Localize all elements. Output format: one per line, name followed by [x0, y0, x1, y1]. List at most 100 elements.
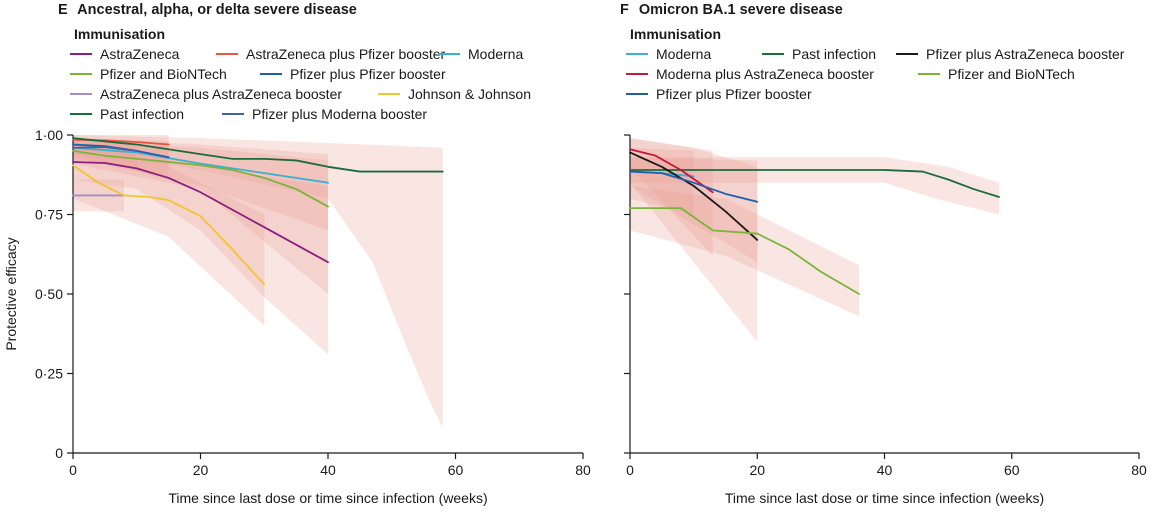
panel-e-line-past-infection — [72, 137, 444, 173]
legend-label: Past infection — [100, 106, 185, 122]
legend-swatch — [626, 53, 648, 55]
panel-e-legend-item-astrazeneca: AstraZeneca — [70, 46, 179, 62]
legend-swatch — [70, 93, 92, 95]
legend-swatch — [260, 73, 282, 75]
panel-e-band-pfizer-and-biontech — [73, 141, 328, 294]
panel-e-band-astrazeneca — [73, 144, 328, 355]
panel-f-band-pfizer-and-biontech — [630, 185, 860, 317]
legend-label: Pfizer and BioNTech — [948, 66, 1075, 82]
panel-f-legend-title: Immunisation — [630, 26, 722, 42]
panel-e-band-past-infection — [73, 135, 443, 428]
legend-swatch — [70, 73, 92, 75]
panel-f: F Omicron BA.1 severe disease Immunisati… — [600, 0, 1160, 512]
legend-swatch — [222, 113, 244, 115]
panel-e-line-astrazeneca — [72, 161, 329, 264]
panel-e-band-pfizer-plus-pfizer-booster — [73, 138, 169, 180]
panel-e-line-johnson-and-johnson — [72, 164, 266, 286]
legend-swatch — [378, 93, 400, 95]
panel-f-x-tick-label: 40 — [877, 462, 893, 478]
panel-f-band-moderna — [630, 147, 694, 215]
legend-label: AstraZeneca plus AstraZeneca booster — [100, 86, 343, 102]
panel-f-legend-item-pfizer-plus-astrazeneca-booster: Pfizer plus AstraZeneca booster — [896, 46, 1124, 62]
panel-f-legend: Moderna Past infection Pfizer plus AstraZe… — [626, 46, 1146, 126]
panel-e-bands — [73, 135, 443, 428]
legend-swatch — [762, 53, 784, 55]
panel-e-line-pfizer-plus-moderna-booster — [72, 146, 138, 152]
panel-f-legend-item-moderna: Moderna — [626, 46, 711, 62]
panel-e-series-lines — [72, 137, 444, 286]
legend-label: Moderna — [468, 46, 524, 62]
panel-f-band-moderna-plus-astrazeneca-booster — [630, 138, 713, 256]
panel-e-legend-item-pfizer-plus-pfizer-booster: Pfizer plus Pfizer booster — [260, 66, 446, 82]
legend-label: AstraZeneca — [100, 46, 180, 62]
panel-e-y-tick-label: 0·50 — [35, 286, 63, 302]
panel-f-x-tick-label: 80 — [1131, 462, 1147, 478]
panel-e-y-tick-label: 0 — [55, 445, 63, 461]
panel-e-band-moderna — [73, 138, 328, 231]
legend-label: Past infection — [792, 46, 877, 62]
panel-e-legend-item-johnson-and-johnson: Johnson & Johnson — [378, 86, 531, 102]
panel-e-y-tick-label: 0·75 — [35, 207, 63, 223]
panel-f-x-tick-label: 60 — [1004, 462, 1020, 478]
panel-f-x-axis-label: Time since last dose or time since infec… — [725, 490, 1044, 506]
panel-f-bands — [630, 138, 1000, 342]
legend-swatch — [896, 53, 918, 55]
panel-e-x-tick-label: 60 — [448, 462, 464, 478]
legend-swatch — [70, 53, 92, 55]
panel-e-y-tick-label: 1·00 — [35, 127, 63, 143]
panel-e-legend-item-pfizer-plus-moderna-booster: Pfizer plus Moderna booster — [222, 106, 427, 122]
legend-swatch — [70, 113, 92, 115]
legend-label: Pfizer and BioNTech — [100, 66, 227, 82]
panel-e-legend-item-moderna: Moderna — [438, 46, 523, 62]
panel-f-heading: F Omicron BA.1 severe disease — [620, 2, 843, 18]
legend-label: Pfizer plus Pfizer booster — [290, 66, 446, 82]
panel-f-legend-item-pfizer-and-biontech: Pfizer and BioNTech — [918, 66, 1075, 82]
panel-f-x-tick-label: 0 — [626, 462, 634, 478]
panel-e-x-tick-label: 20 — [193, 462, 209, 478]
panel-f-chart: 0 20 40 60 80 Time since last dose or time si… — [624, 134, 1147, 506]
panel-f-line-past-infection — [629, 169, 1000, 198]
legend-swatch — [216, 53, 238, 55]
panel-e-line-pfizer-and-biontech — [72, 149, 329, 208]
panel-f-line-pfizer-and-biontech — [629, 207, 860, 295]
legend-label: Johnson & Johnson — [408, 86, 531, 102]
panel-e-legend-item-astrazeneca-plus-astrazeneca-booster: AstraZeneca plus AstraZeneca booster — [70, 86, 342, 102]
legend-swatch — [918, 73, 940, 75]
panel-f-band-pfizer-plus-astrazeneca-booster — [630, 138, 758, 342]
panel-f-legend-item-past-infection: Past infection — [762, 46, 876, 62]
panel-f-band-pfizer-plus-pfizer-booster — [630, 157, 758, 263]
panel-e-x-tick-label: 0 — [69, 462, 77, 478]
panel-e-legend-item-past-infection: Past infection — [70, 106, 184, 122]
legend-label: Pfizer plus Moderna booster — [252, 106, 428, 122]
legend-swatch — [626, 73, 648, 75]
panel-e-x-tick-label: 40 — [320, 462, 336, 478]
panel-e-legend-item-pfizer-and-biontech: Pfizer and BioNTech — [70, 66, 227, 82]
panel-f-series-lines — [629, 148, 1000, 295]
panel-f-line-pfizer-plus-astrazeneca-booster — [629, 151, 759, 241]
legend-swatch — [626, 93, 648, 95]
panel-e-x-tick-label: 80 — [575, 462, 591, 478]
panel-e-line-moderna — [72, 146, 329, 184]
panel-e-legend: AstraZeneca AstraZeneca plus Pfizer boost… — [70, 46, 590, 126]
panel-e-title: Ancestral, alpha, or delta severe diseas… — [77, 2, 357, 18]
legend-label: Moderna — [656, 46, 712, 62]
panel-f-legend-item-pfizer-plus-pfizer-booster: Pfizer plus Pfizer booster — [626, 86, 812, 102]
panel-f-legend-item-moderna-plus-astrazeneca-booster: Moderna plus AstraZeneca booster — [626, 66, 874, 82]
panel-e-x-axis-label: Time since last dose or time since infec… — [168, 490, 487, 506]
panel-e-y-tick-label: 0·25 — [35, 366, 63, 382]
panel-f-line-moderna-plus-astrazeneca-booster — [629, 148, 714, 194]
panel-e-legend-title: Immunisation — [74, 26, 166, 42]
legend-swatch — [438, 53, 460, 55]
panel-f-title: Omicron BA.1 severe disease — [638, 2, 843, 18]
panel-e: E Ancestral, alpha, or delta severe dise… — [3, 2, 591, 506]
legend-label: Pfizer plus AstraZeneca booster — [926, 46, 1125, 62]
panel-e-letter: E — [58, 2, 68, 18]
legend-label: Pfizer plus Pfizer booster — [656, 86, 812, 102]
panel-f-x-tick-label: 20 — [749, 462, 765, 478]
panel-f-line-pfizer-plus-pfizer-booster — [629, 170, 759, 203]
panel-e-chart: 0 0·25 0·50 0·75 1·00 Protective efficacy 0 20 4… — [3, 127, 591, 506]
legend-label: AstraZeneca plus Pfizer booster — [246, 46, 446, 62]
legend-label: Moderna plus AstraZeneca booster — [656, 66, 874, 82]
panel-f-letter: F — [620, 2, 629, 18]
panel-e-heading: E Ancestral, alpha, or delta severe dise… — [58, 2, 357, 18]
